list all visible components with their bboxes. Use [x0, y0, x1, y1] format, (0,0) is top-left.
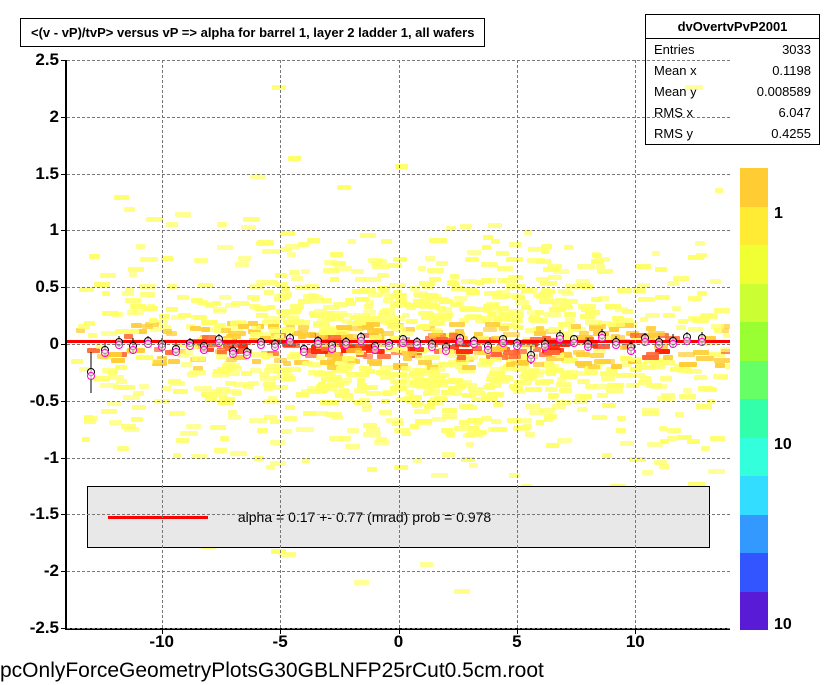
profile-marker-alt	[413, 341, 421, 349]
colorbar-segment	[740, 284, 768, 323]
profile-marker-alt	[371, 346, 379, 354]
profile-marker-alt	[627, 347, 635, 355]
y-tick-label: 1.5	[35, 164, 67, 184]
plot-area: alpha = 0.17 +- 0.77 (mrad) prob = 0.978…	[65, 60, 730, 630]
profile-marker-alt	[598, 334, 606, 342]
fit-legend-text: alpha = 0.17 +- 0.77 (mrad) prob = 0.978	[238, 509, 491, 525]
profile-marker-alt	[129, 346, 137, 354]
profile-marker-alt	[556, 335, 564, 343]
colorbar-segment	[740, 515, 768, 554]
x-tick-label: 10	[626, 628, 645, 652]
colorbar-segment	[740, 207, 768, 246]
profile-marker-alt	[342, 341, 350, 349]
profile-marker-alt	[101, 349, 109, 357]
profile-marker-alt	[87, 372, 95, 380]
y-tick-label: 2.5	[35, 50, 67, 70]
x-tick-label: 5	[512, 628, 521, 652]
profile-marker-alt	[243, 351, 251, 359]
profile-marker-alt	[257, 341, 265, 349]
stats-value: 0.008589	[757, 84, 811, 99]
y-tick-label: 0.5	[35, 277, 67, 297]
legend-line-sample	[108, 516, 208, 519]
y-tick-label: 0	[50, 334, 67, 354]
colorbar: 11010	[740, 168, 768, 630]
y-tick-label: -1.5	[30, 504, 67, 524]
colorbar-tick-label: 1	[768, 205, 783, 223]
colorbar-segment	[740, 245, 768, 284]
y-tick-label: 2	[50, 107, 67, 127]
stats-value: 0.4255	[771, 126, 811, 141]
stats-row: Entries 3033	[646, 39, 819, 60]
colorbar-segment	[740, 438, 768, 477]
y-tick-label: -2	[44, 561, 67, 581]
plot-title-box: <(v - vP)/tvP> versus vP => alpha for ba…	[20, 18, 485, 47]
colorbar-segment	[740, 399, 768, 438]
profile-marker-alt	[484, 346, 492, 354]
y-tick-label: -0.5	[30, 391, 67, 411]
profile-marker-alt	[300, 348, 308, 356]
y-tick-label: 1	[50, 220, 67, 240]
figure-container: <(v - vP)/tvP> versus vP => alpha for ba…	[0, 0, 824, 685]
plot-title: <(v - vP)/tvP> versus vP => alpha for ba…	[31, 25, 474, 40]
stats-header: dvOvertvPvP2001	[646, 15, 819, 39]
colorbar-tick-label: 10	[768, 616, 792, 634]
profile-marker-alt	[200, 346, 208, 354]
x-tick-label: -5	[273, 628, 288, 652]
colorbar-segment	[740, 322, 768, 361]
stats-value: 3033	[782, 42, 811, 57]
colorbar-segment	[740, 361, 768, 400]
y-tick-label: -2.5	[30, 618, 67, 638]
y-tick-label: -1	[44, 448, 67, 468]
x-tick-label: 0	[394, 628, 403, 652]
profile-marker-alt	[499, 339, 507, 347]
profile-marker-alt	[655, 341, 663, 349]
x-tick-label: -10	[149, 628, 174, 652]
profile-marker-alt	[612, 341, 620, 349]
profile-marker-alt	[399, 339, 407, 347]
profile-marker-alt	[115, 341, 123, 349]
profile-marker-alt	[328, 345, 336, 353]
colorbar-segment	[740, 168, 768, 207]
stats-value: 6.047	[778, 105, 811, 120]
stats-value: 0.1198	[772, 63, 811, 78]
stats-label: Entries	[654, 42, 694, 57]
colorbar-segment	[740, 592, 768, 631]
profile-marker-alt	[527, 355, 535, 363]
profile-marker-alt	[229, 350, 237, 358]
profile-marker-alt	[442, 347, 450, 355]
colorbar-segment	[740, 476, 768, 515]
colorbar-segment	[740, 553, 768, 592]
profile-marker-alt	[215, 339, 223, 347]
profile-marker-alt	[570, 339, 578, 347]
colorbar-tick-label: 10	[768, 436, 792, 454]
profile-marker-alt	[172, 348, 180, 356]
footer-filename: pcOnlyForceGeometryPlotsG30GBLNFP25rCut0…	[0, 659, 544, 683]
